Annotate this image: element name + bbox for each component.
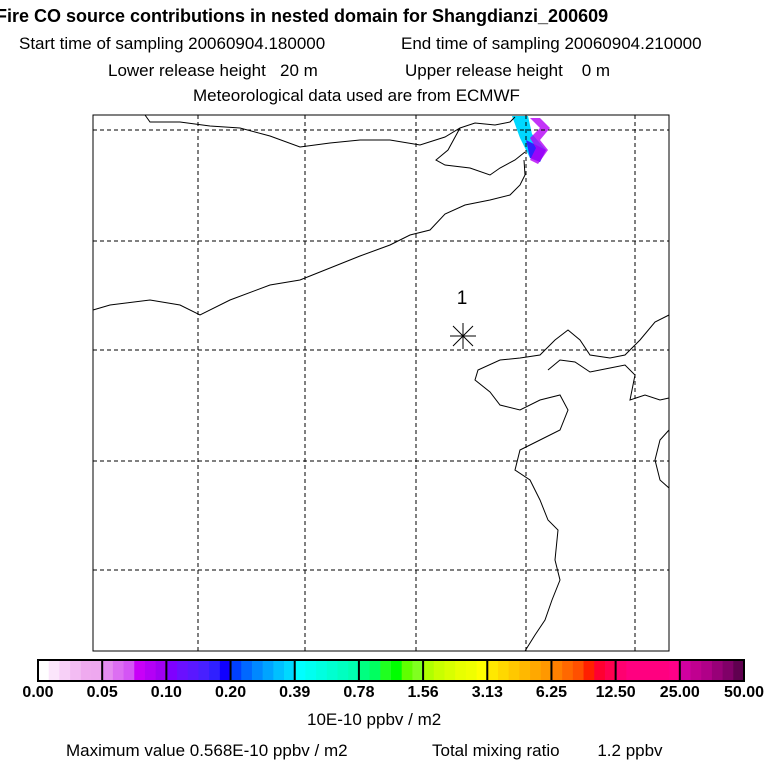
colorbar-cell xyxy=(412,660,424,681)
coastlines-borders xyxy=(92,114,670,652)
colorbar-cell xyxy=(70,660,82,681)
colorbar-cell xyxy=(594,660,606,681)
colorbar-cell xyxy=(690,660,702,681)
colorbar-unit-label: 10E-10 ppbv / m2 xyxy=(307,710,442,729)
receptor-label: 1 xyxy=(457,288,468,309)
map-frame xyxy=(92,114,670,652)
colorbar-tick-label: 0.39 xyxy=(279,684,311,701)
colorbar-tick-label: 25.00 xyxy=(659,684,700,701)
colorbar-cell xyxy=(701,660,713,681)
colorbar-tick-label: 0.20 xyxy=(214,684,247,701)
colorbar-cell xyxy=(305,660,317,681)
colorbar-cell xyxy=(647,660,659,681)
colorbar-cell xyxy=(91,660,103,681)
colorbar-cell xyxy=(358,660,371,681)
graticule xyxy=(93,115,669,651)
colorbar-tick-label: 0.05 xyxy=(86,684,118,701)
colorbar-cell xyxy=(465,660,478,681)
colorbar-tick-label: 0.00 xyxy=(22,684,54,701)
met-data-label: Meteorological data used are from ECMWF xyxy=(193,86,520,105)
colorbar-cell xyxy=(391,660,403,681)
colorbar-cell xyxy=(198,660,210,681)
colorbar-cell xyxy=(679,660,692,681)
colorbar-cell xyxy=(209,660,221,681)
colorbar-cell xyxy=(337,660,349,681)
maximum-value-label: Maximum value 0.568E-10 ppbv / m2 xyxy=(66,741,348,760)
colorbar-cell xyxy=(455,660,467,681)
colorbar-cell xyxy=(497,660,510,681)
colorbar-tick-label: 0.78 xyxy=(343,684,375,701)
colorbar-cell xyxy=(134,660,146,681)
colorbar-cell xyxy=(626,660,638,681)
colorbar-tick-label: 0.10 xyxy=(150,684,182,701)
colorbar-cell xyxy=(187,660,199,681)
colorbar-cell xyxy=(551,660,563,681)
colorbar-cell xyxy=(112,660,125,681)
colorbar-cell xyxy=(540,660,552,681)
colorbar-cell xyxy=(294,660,306,681)
colorbar-cell xyxy=(508,660,520,681)
colorbar-cell xyxy=(733,660,745,681)
colorbar-cell xyxy=(562,660,574,681)
colorbar-cell xyxy=(722,660,734,681)
colorbar-cell xyxy=(487,660,499,681)
colorbar-cell xyxy=(230,660,242,681)
colorbar-cell xyxy=(155,660,167,681)
colorbar-cell xyxy=(284,660,296,681)
colorbar-cell xyxy=(251,660,264,681)
colorbar-cell xyxy=(476,660,488,681)
lower-release-label: Lower release height 20 m xyxy=(108,61,318,80)
end-time-label: End time of sampling 20060904.210000 xyxy=(401,34,702,53)
colorbar-tick-label: 1.56 xyxy=(407,684,439,701)
colorbar-cell xyxy=(519,660,531,681)
colorbar-cell xyxy=(530,660,542,681)
colorbar-cell xyxy=(177,660,189,681)
colorbar-cell xyxy=(583,660,595,681)
colorbar-cell xyxy=(669,660,681,681)
colorbar-tick-label: 6.25 xyxy=(535,684,568,701)
colorbar-cell xyxy=(572,660,585,681)
colorbar-cell xyxy=(423,660,435,681)
colorbar-cell xyxy=(380,660,392,681)
colorbar-cell xyxy=(59,660,71,681)
plot-title: Fire CO source contributions in nested d… xyxy=(0,6,609,26)
colorbar-cell xyxy=(444,660,456,681)
colorbar-tick-label: 12.50 xyxy=(595,684,636,701)
total-mixing-ratio-label: Total mixing ratio 1.2 ppbv xyxy=(432,741,663,760)
colorbar-cell xyxy=(144,660,157,681)
colorbar-cell xyxy=(615,660,627,681)
colorbar-cell xyxy=(604,660,617,681)
colorbar-cell xyxy=(80,660,92,681)
colorbar-cell xyxy=(348,660,360,681)
colorbar-cell xyxy=(401,660,413,681)
colorbar-cell xyxy=(326,660,339,681)
colorbar-cell xyxy=(262,660,274,681)
colorbar-cell xyxy=(166,660,178,681)
colorbar-cell xyxy=(369,660,381,681)
start-time-label: Start time of sampling 20060904.180000 xyxy=(19,34,326,53)
colorbar-cell xyxy=(273,660,285,681)
colorbar-cell xyxy=(711,660,724,681)
colorbar-cell xyxy=(433,660,445,681)
upper-release-label: Upper release height 0 m xyxy=(405,61,611,80)
colorbar-cell xyxy=(48,660,60,681)
colorbar-cell xyxy=(637,660,649,681)
receptor-asterisk-icon xyxy=(450,323,476,349)
colorbar-frame xyxy=(37,659,745,682)
colorbar-cell xyxy=(123,660,135,681)
colorbar-cell xyxy=(38,660,50,681)
colorbar-tick-label: 3.13 xyxy=(471,684,503,701)
colorbar-cell xyxy=(241,660,253,681)
colorbar-tick-label: 50.00 xyxy=(723,684,765,701)
colorbar-cell xyxy=(658,660,670,681)
colorbar-cell xyxy=(102,660,114,681)
colorbar-cell xyxy=(219,660,232,681)
colorbar-cell xyxy=(316,660,328,681)
